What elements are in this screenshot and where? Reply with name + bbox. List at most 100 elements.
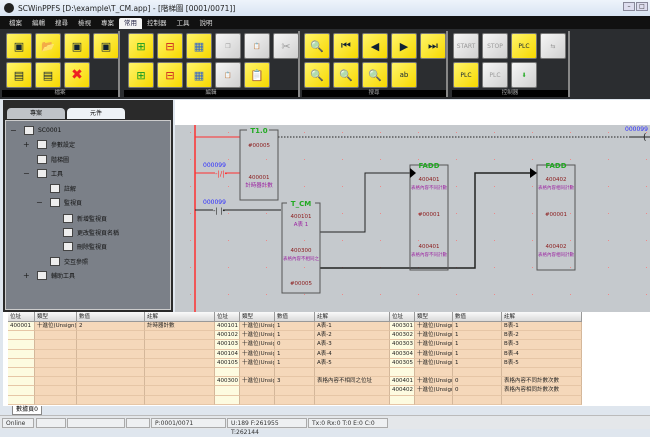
table-cell[interactable]: [35, 331, 77, 341]
table-cell[interactable]: [35, 395, 77, 405]
table-cell[interactable]: 十進位(Unsign: [415, 322, 453, 332]
usb-disconnect-button[interactable]: PLC: [482, 62, 508, 88]
table-cell[interactable]: 1: [275, 322, 315, 332]
table-cell[interactable]: 十進位(Unsign: [415, 358, 453, 368]
table-cell[interactable]: [502, 395, 582, 405]
table-cell[interactable]: [145, 377, 215, 387]
minimize-button[interactable]: –: [623, 2, 635, 11]
table-cell[interactable]: B表-5: [502, 358, 582, 368]
table-cell[interactable]: [145, 368, 215, 378]
table-cell[interactable]: 十進位(Unsig: [240, 358, 275, 368]
table-cell[interactable]: 十進位(Unsig: [240, 322, 275, 332]
start-button[interactable]: START: [453, 33, 479, 59]
table-cell[interactable]: 400402: [390, 386, 415, 396]
table-cell[interactable]: B表-1: [502, 322, 582, 332]
table-cell[interactable]: 十進位(Unsign: [415, 340, 453, 350]
delete-column-button[interactable]: ⊟: [157, 62, 183, 88]
menu-item[interactable]: 檢視: [78, 19, 91, 27]
table-cell[interactable]: [8, 377, 35, 387]
table-cell[interactable]: [215, 386, 240, 396]
tab-project[interactable]: 專案: [7, 108, 65, 119]
search-icon-button[interactable]: 🔍: [304, 62, 330, 88]
open-file-button[interactable]: 📂: [35, 33, 61, 59]
table-cell[interactable]: [415, 395, 453, 405]
table-cell[interactable]: [145, 386, 215, 396]
table-cell[interactable]: 1: [275, 358, 315, 368]
table-cell[interactable]: [77, 358, 145, 368]
table-cell[interactable]: [275, 386, 315, 396]
table-cell[interactable]: [8, 349, 35, 359]
table-cell[interactable]: [415, 368, 453, 378]
tree-node[interactable]: + 輔助工具: [23, 271, 75, 281]
table-cell[interactable]: 1: [453, 331, 502, 341]
table-cell[interactable]: 表格內容不相同之位址: [315, 377, 390, 387]
table-cell[interactable]: 1: [275, 331, 315, 341]
menu-item[interactable]: 專案: [101, 19, 114, 27]
column-header[interactable]: 數值: [275, 312, 315, 322]
table-cell[interactable]: [315, 386, 390, 396]
menu-item[interactable]: 搜尋: [55, 19, 68, 27]
table-cell[interactable]: A表-4: [315, 349, 390, 359]
table-cell[interactable]: 400401: [390, 377, 415, 387]
table-cell[interactable]: [35, 377, 77, 387]
replace-button[interactable]: ab: [391, 62, 417, 88]
search-next-button[interactable]: 🔍: [362, 62, 388, 88]
table-cell[interactable]: [8, 331, 35, 341]
table-cell[interactable]: [275, 395, 315, 405]
table-cell[interactable]: [145, 331, 215, 341]
column-header[interactable]: 位址: [215, 312, 240, 322]
table-cell[interactable]: 1: [453, 358, 502, 368]
expander-toggle[interactable]: −: [23, 168, 30, 178]
table-cell[interactable]: 400102: [215, 331, 240, 341]
menu-item[interactable]: 說明: [199, 19, 213, 27]
table-cell[interactable]: 計時器計數: [145, 322, 215, 332]
previous-button[interactable]: ◀: [362, 33, 388, 59]
table-cell[interactable]: 1: [453, 322, 502, 332]
delete-rung-button[interactable]: ⊟: [157, 33, 183, 59]
find-button[interactable]: 🔍: [304, 33, 330, 59]
table-cell[interactable]: [8, 340, 35, 350]
table-cell[interactable]: [240, 395, 275, 405]
table-cell[interactable]: A表-3: [315, 340, 390, 350]
column-header[interactable]: 數值: [77, 312, 145, 322]
menu-item[interactable]: 常用: [119, 18, 142, 29]
paste-overwrite-button[interactable]: 📋: [244, 62, 270, 88]
table-cell[interactable]: [145, 340, 215, 350]
table-cell[interactable]: [8, 358, 35, 368]
tree-node[interactable]: 刪除監視頁: [63, 241, 107, 251]
table-cell[interactable]: 0: [453, 386, 502, 396]
table-cell[interactable]: [8, 368, 35, 378]
insert-rung-button[interactable]: ⊞: [128, 33, 154, 59]
table-cell[interactable]: 1: [453, 340, 502, 350]
menu-item[interactable]: 編輯: [32, 19, 45, 27]
tab-components[interactable]: 元件: [67, 108, 125, 119]
expander-toggle[interactable]: −: [36, 198, 43, 208]
table-cell[interactable]: 400105: [215, 358, 240, 368]
table-cell[interactable]: 十進位(Unsig: [240, 377, 275, 387]
table-cell[interactable]: [215, 368, 240, 378]
column-header[interactable]: 類型: [240, 312, 275, 322]
menu-item[interactable]: 檔案: [9, 19, 22, 27]
table-cell[interactable]: 0: [453, 377, 502, 387]
save-as-button[interactable]: ▤: [6, 62, 32, 88]
table-cell[interactable]: 400301: [390, 322, 415, 332]
table-cell[interactable]: [315, 368, 390, 378]
exit-button[interactable]: ✖: [64, 62, 90, 88]
tree-node[interactable]: 新增監視頁: [63, 213, 107, 223]
tree-node[interactable]: − 工具: [23, 168, 63, 178]
next-button[interactable]: ▶: [391, 33, 417, 59]
tree-node[interactable]: 交互參照: [50, 257, 88, 267]
table-cell[interactable]: [77, 386, 145, 396]
table-cell[interactable]: B表-4: [502, 349, 582, 359]
tree-node[interactable]: 階梯圖: [37, 154, 69, 164]
column-header[interactable]: 註解: [502, 312, 582, 322]
close-file-button[interactable]: ▣: [64, 33, 90, 59]
insert-column-button[interactable]: ⊞: [128, 62, 154, 88]
table-cell[interactable]: [240, 386, 275, 396]
tree-node[interactable]: − SC0001: [10, 126, 61, 136]
save-button[interactable]: ▤: [35, 62, 61, 88]
insert-row-button[interactable]: ▦: [186, 33, 212, 59]
cut-button[interactable]: ✂: [273, 33, 299, 59]
last-button[interactable]: ⏭: [420, 33, 446, 59]
table-cell[interactable]: [145, 358, 215, 368]
